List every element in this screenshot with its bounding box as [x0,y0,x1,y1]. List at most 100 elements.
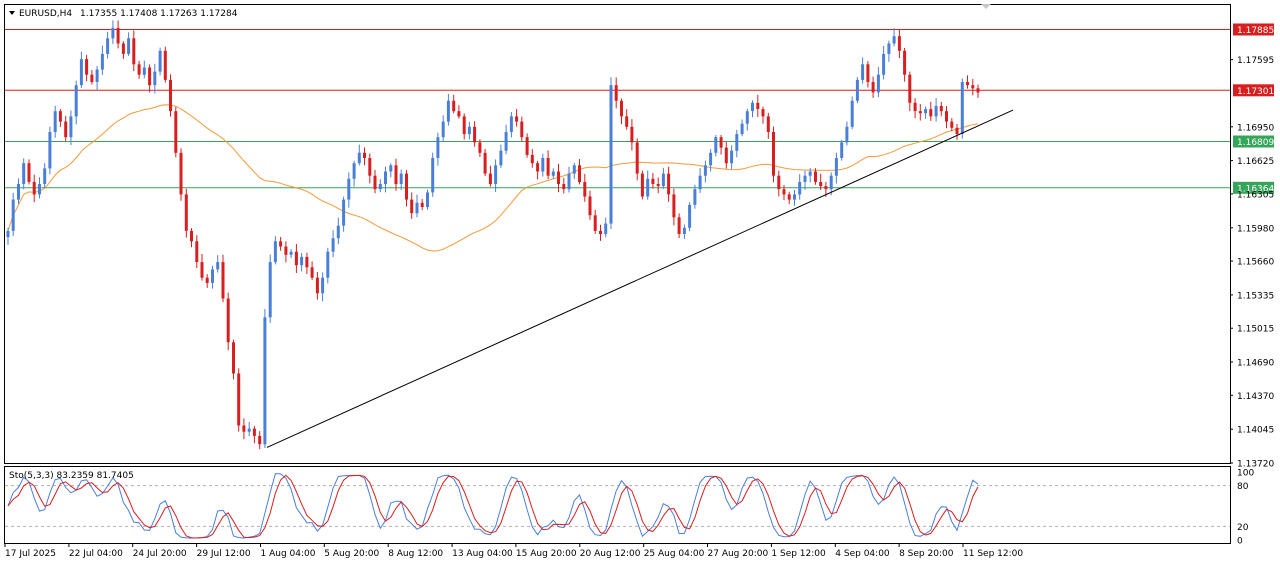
candle [819,173,823,190]
candle-body [111,27,115,39]
candle-body [331,238,335,252]
candle-body [478,142,482,153]
time-tick-label: 20 Aug 12:00 [580,549,641,559]
candle-body [431,158,435,193]
candle [918,104,922,121]
candle-body [174,111,178,153]
candle [855,77,859,104]
level-price-text: 1.17885 [1237,26,1274,36]
candle [661,167,665,189]
candle [578,159,581,185]
candle-body [939,106,943,112]
candle [331,230,335,258]
candle-body [855,79,859,101]
candle-body [258,435,262,445]
candle [431,152,435,197]
candle-body [121,43,125,54]
candle [32,174,36,203]
candle [174,106,178,158]
candle [709,148,713,172]
stochastic-axis: 100 80 20 0 [1237,469,1254,547]
time-tick-label: 27 Aug 20:00 [708,549,769,559]
candle [22,158,26,190]
candle-body [247,428,251,432]
candle [436,132,440,166]
candle [405,170,408,207]
candle [976,84,980,98]
candle-body [966,82,969,86]
candle [803,170,807,190]
candle [520,116,524,142]
candle-body [840,142,844,158]
time-tick-label: 25 Aug 04:00 [644,549,705,559]
candle-body [184,194,188,231]
candle [74,80,78,125]
candle [777,170,781,197]
candle [583,174,587,202]
candle [17,178,20,204]
level-price-text: 1.16364 [1237,184,1274,194]
candle-body [273,241,277,263]
candle-body [300,256,304,266]
candle [478,139,482,157]
candle-body [609,85,613,224]
candle-body [787,194,791,200]
candle [462,113,466,140]
candle-body [751,102,754,112]
candle-body [876,74,880,93]
candle-body [373,175,377,190]
candle-body [614,85,618,101]
candle-body [897,36,901,51]
candle-body [137,64,141,75]
candle [551,168,555,179]
candle [158,47,162,76]
candle [85,54,89,82]
candle-body [169,79,172,112]
candle [179,148,183,201]
candle-body [446,100,450,122]
shift-marker-icon[interactable] [981,4,991,9]
candle-body [509,116,513,132]
candle-body [342,199,346,226]
candle-body [620,100,623,117]
candle-body [971,85,975,89]
candle [871,76,875,98]
candle-body [410,199,414,214]
trendline[interactable] [266,109,1014,448]
candle-body [43,168,47,184]
candle [232,339,235,380]
candle [452,94,456,114]
candle-body [693,189,697,205]
candle [163,46,167,83]
candle-body [216,262,220,270]
candle [169,74,172,117]
candle [384,166,387,193]
candle-body [834,158,838,176]
candle-body [132,38,136,65]
candle-body [756,102,760,109]
candle [772,126,775,183]
candle-body [95,69,99,82]
candle-body [315,277,319,294]
candle-body [887,43,891,54]
candle-body [766,116,770,132]
candle [342,196,346,232]
candle [357,144,361,166]
candle-body [357,152,361,164]
candle-body [536,163,540,172]
level-price-tag [1233,23,1274,36]
candle-body [48,132,52,169]
candle-body [677,217,681,234]
candle-body [378,184,382,190]
candle [620,98,623,125]
symbol-menu-icon[interactable] [9,11,15,15]
candle [27,159,31,185]
candle-body [525,137,529,155]
candle [247,422,251,437]
candle-body [866,64,870,82]
candle [599,224,602,241]
candle [142,60,146,79]
candle [43,163,47,189]
time-tick-label: 1 Sep 12:00 [771,549,826,559]
price-axis: 1.17595 1.16950 1.16625 1.16305 1.15980 1.156… [1230,56,1274,470]
